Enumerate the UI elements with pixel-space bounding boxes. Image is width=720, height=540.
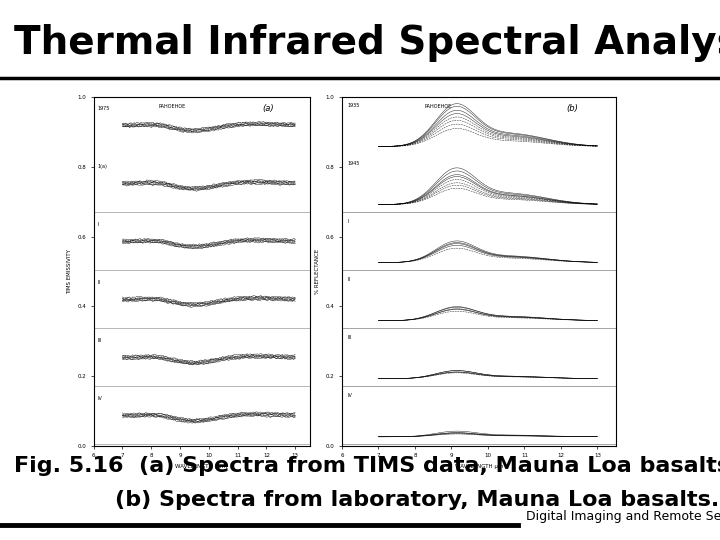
Text: 1935: 1935 [348, 103, 360, 108]
Y-axis label: TIMS EMISSIVITY: TIMS EMISSIVITY [67, 249, 72, 294]
Text: Digital Imaging and Remote Sensing Laboratory: Digital Imaging and Remote Sensing Labor… [526, 510, 720, 523]
X-axis label: WAVELENGTH μm: WAVELENGTH μm [454, 464, 503, 469]
Text: I: I [348, 219, 349, 224]
Y-axis label: % REFLECTANCE: % REFLECTANCE [315, 249, 320, 294]
Text: II: II [348, 277, 351, 282]
Text: Fig. 5.16  (a) Spectra from TIMS data, Mauna Loa basalts.: Fig. 5.16 (a) Spectra from TIMS data, Ma… [14, 456, 720, 476]
Text: (a): (a) [262, 104, 274, 113]
Text: 1(a): 1(a) [98, 164, 108, 169]
Text: IV: IV [348, 393, 352, 399]
X-axis label: WAVELENGTH (μm): WAVELENGTH (μm) [175, 464, 228, 469]
Text: 1945: 1945 [348, 161, 360, 166]
Text: Thermal Infrared Spectral Analysis (cont’d): Thermal Infrared Spectral Analysis (cont… [14, 24, 720, 62]
Text: I: I [98, 222, 99, 227]
Text: III: III [98, 338, 102, 343]
Text: III: III [348, 335, 352, 340]
Text: PAHOEHOE: PAHOEHOE [424, 104, 451, 109]
Text: PAHOEHOE: PAHOEHOE [158, 104, 186, 109]
Text: (b) Spectra from laboratory, Mauna Loa basalts.: (b) Spectra from laboratory, Mauna Loa b… [115, 490, 719, 510]
Text: II: II [98, 280, 101, 285]
Text: IV: IV [98, 396, 103, 401]
Text: (b): (b) [567, 104, 578, 113]
Text: 1975: 1975 [98, 106, 110, 111]
